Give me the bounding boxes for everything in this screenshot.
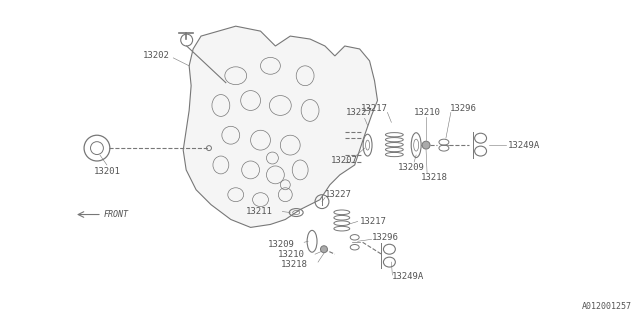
Text: 13218: 13218	[281, 260, 308, 268]
Text: 13209: 13209	[268, 240, 295, 249]
Text: 13209: 13209	[398, 164, 424, 172]
Text: FRONT: FRONT	[104, 210, 129, 219]
Text: A012001257: A012001257	[582, 302, 632, 311]
Text: 13217: 13217	[361, 104, 388, 113]
Text: 13227: 13227	[346, 108, 373, 117]
Text: 13249A: 13249A	[392, 272, 424, 282]
Text: 13207: 13207	[332, 156, 358, 164]
Text: 13296: 13296	[451, 104, 477, 113]
Text: 13227: 13227	[325, 190, 352, 199]
Text: 13218: 13218	[420, 173, 447, 182]
Text: 13211: 13211	[246, 207, 273, 216]
Text: 13210: 13210	[278, 250, 305, 259]
Circle shape	[321, 246, 328, 253]
Text: 13210: 13210	[413, 108, 440, 117]
Text: 13202: 13202	[143, 52, 170, 60]
Text: 13296: 13296	[372, 233, 399, 242]
Circle shape	[422, 141, 430, 149]
Text: 13249A: 13249A	[508, 140, 541, 150]
Text: 13201: 13201	[93, 167, 120, 176]
PathPatch shape	[183, 26, 378, 228]
Text: 13217: 13217	[360, 217, 387, 226]
